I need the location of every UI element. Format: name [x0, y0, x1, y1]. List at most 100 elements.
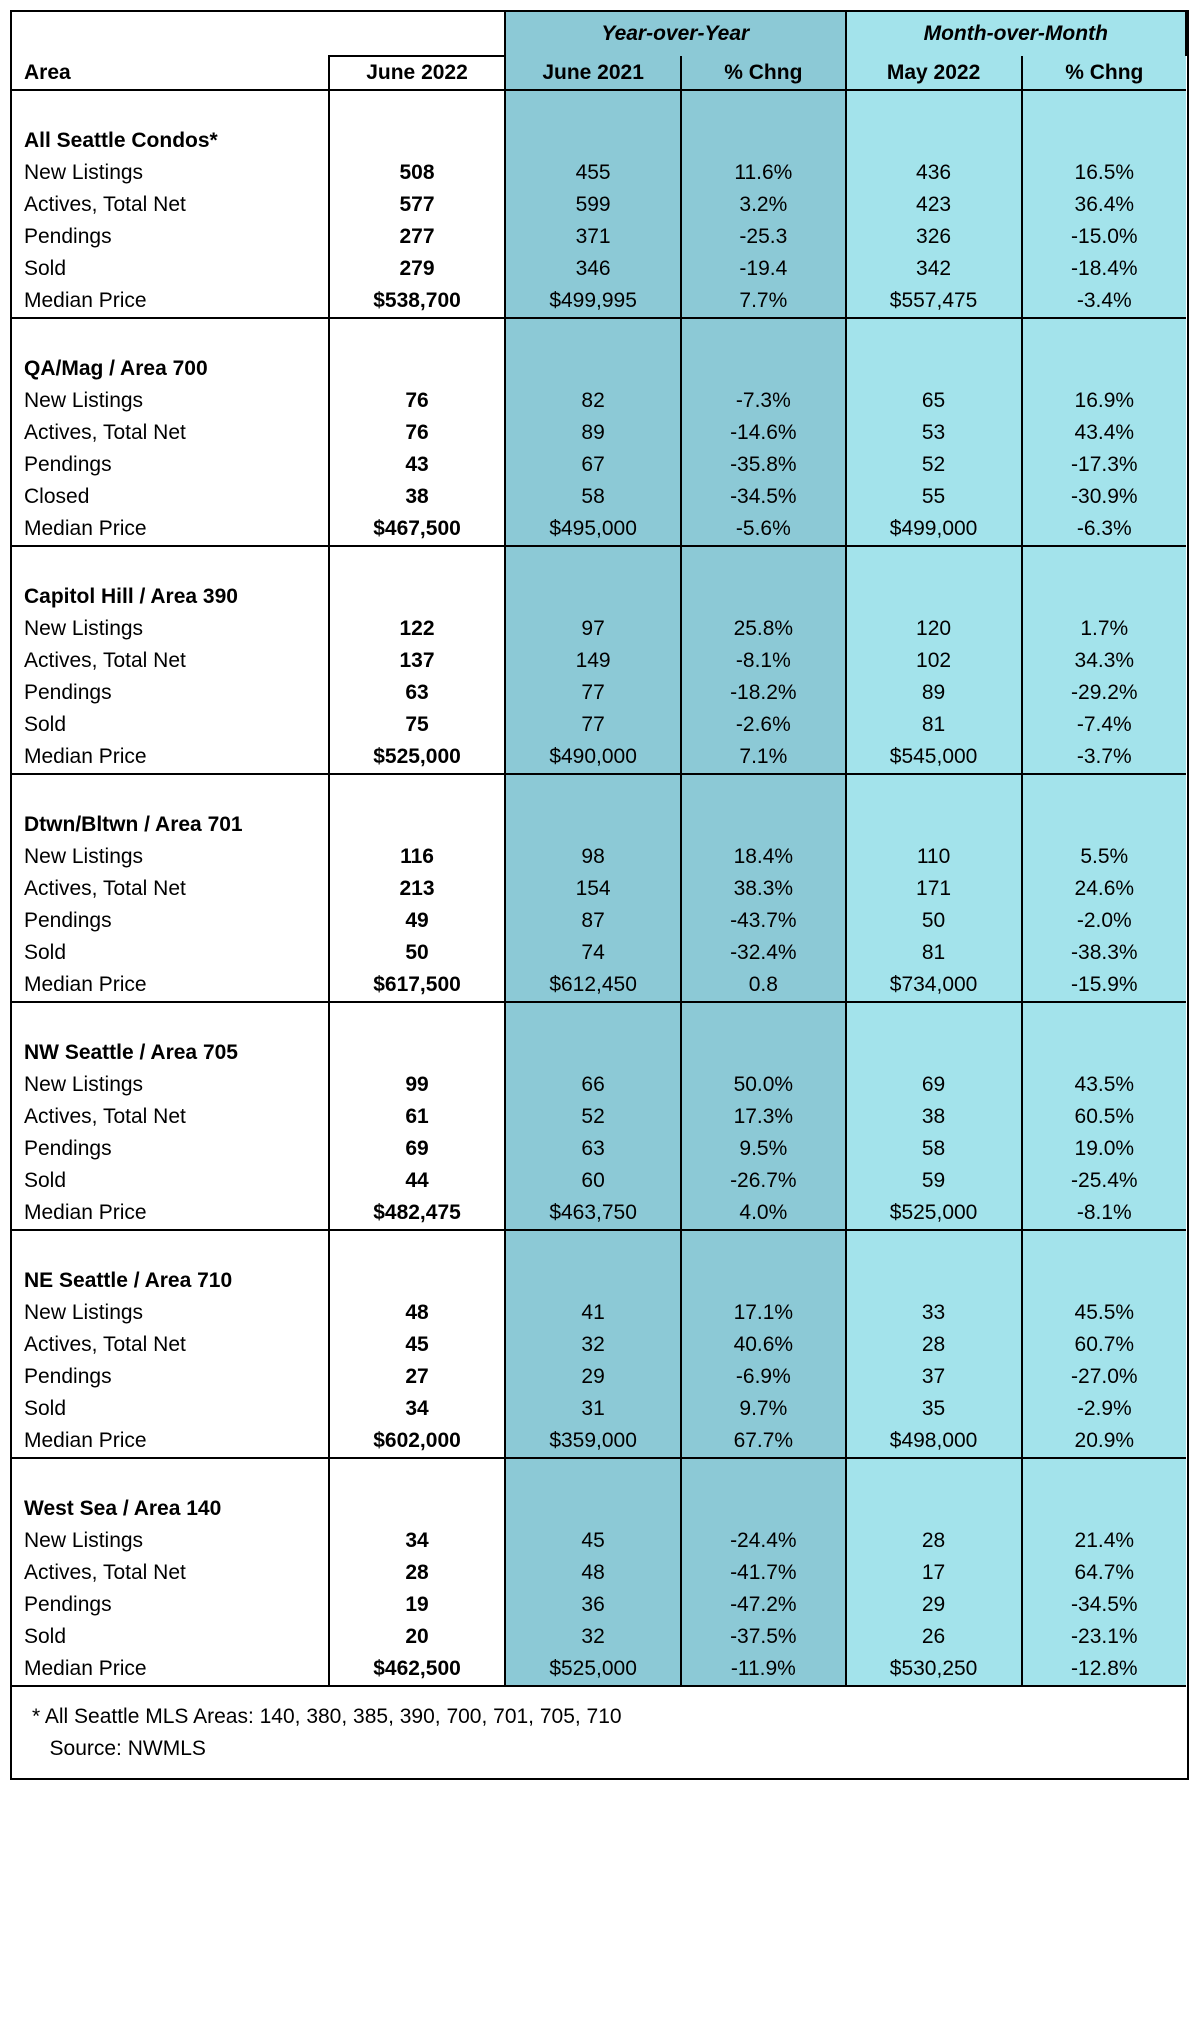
current-value: $462,500	[329, 1653, 505, 1686]
col-yoy-change: % Chng	[681, 56, 845, 90]
yoy-change: 7.1%	[681, 741, 845, 774]
current-value: 50	[329, 937, 505, 969]
mom-value: 81	[846, 709, 1022, 741]
metric-label: Sold	[12, 1393, 329, 1425]
mom-change: -15.9%	[1022, 969, 1186, 1002]
metric-label: New Listings	[12, 1525, 329, 1557]
data-row: New Listings484117.1%3345.5%	[12, 1297, 1186, 1329]
mom-change: -2.9%	[1022, 1393, 1186, 1425]
metric-label: Median Price	[12, 1197, 329, 1230]
header-columns-row: Area June 2022 June 2021 % Chng May 2022…	[12, 56, 1186, 90]
current-value: 69	[329, 1133, 505, 1165]
current-value: 63	[329, 677, 505, 709]
data-row: Pendings4987-43.7%50-2.0%	[12, 905, 1186, 937]
current-value: 34	[329, 1393, 505, 1425]
metric-label: Sold	[12, 709, 329, 741]
mom-value: 52	[846, 449, 1022, 481]
metric-label: Actives, Total Net	[12, 1101, 329, 1133]
mom-change: -8.1%	[1022, 1197, 1186, 1230]
yoy-value: $612,450	[505, 969, 681, 1002]
mom-change: 36.4%	[1022, 189, 1186, 221]
yoy-value: 87	[505, 905, 681, 937]
current-value: 508	[329, 157, 505, 189]
yoy-change: -11.9%	[681, 1653, 845, 1686]
current-value: 116	[329, 841, 505, 873]
current-value: 45	[329, 1329, 505, 1361]
mom-change: -3.7%	[1022, 741, 1186, 774]
yoy-value: 77	[505, 677, 681, 709]
metric-label: Median Price	[12, 285, 329, 318]
spacer-row	[12, 774, 1186, 809]
data-row: Actives, Total Net137149-8.1%10234.3%	[12, 645, 1186, 677]
current-value: $602,000	[329, 1425, 505, 1458]
yoy-change: 9.7%	[681, 1393, 845, 1425]
footnote-text: * All Seattle MLS Areas: 140, 380, 385, …	[12, 1686, 1186, 1778]
data-row: Median Price$482,475$463,7504.0%$525,000…	[12, 1197, 1186, 1230]
spacer-row	[12, 1230, 1186, 1265]
current-value: 122	[329, 613, 505, 645]
mom-change: -27.0%	[1022, 1361, 1186, 1393]
yoy-change: 25.8%	[681, 613, 845, 645]
mom-value: 436	[846, 157, 1022, 189]
header-group-row: Year-over-Year Month-over-Month	[12, 12, 1186, 56]
yoy-value: 41	[505, 1297, 681, 1329]
current-value: $467,500	[329, 513, 505, 546]
mom-value: $498,000	[846, 1425, 1022, 1458]
col-area: Area	[12, 56, 329, 90]
current-value: 76	[329, 385, 505, 417]
data-row: New Listings1169818.4%1105.5%	[12, 841, 1186, 873]
mom-value: $525,000	[846, 1197, 1022, 1230]
data-row: New Listings3445-24.4%2821.4%	[12, 1525, 1186, 1557]
mom-change: -6.3%	[1022, 513, 1186, 546]
mom-change: -34.5%	[1022, 1589, 1186, 1621]
section-title-row: NW Seattle / Area 705	[12, 1037, 1186, 1069]
current-value: 137	[329, 645, 505, 677]
yoy-change: 0.8	[681, 969, 845, 1002]
yoy-change: -8.1%	[681, 645, 845, 677]
data-row: Pendings277371-25.3326-15.0%	[12, 221, 1186, 253]
metric-label: Closed	[12, 481, 329, 513]
metric-label: Sold	[12, 937, 329, 969]
yoy-change: -24.4%	[681, 1525, 845, 1557]
section-title: Dtwn/Bltwn / Area 701	[12, 809, 329, 841]
data-row: Closed3858-34.5%55-30.9%	[12, 481, 1186, 513]
yoy-change: 67.7%	[681, 1425, 845, 1458]
mom-change: 60.5%	[1022, 1101, 1186, 1133]
yoy-value: $359,000	[505, 1425, 681, 1458]
spacer-row	[12, 1002, 1186, 1037]
mom-value: 38	[846, 1101, 1022, 1133]
data-row: Sold7577-2.6%81-7.4%	[12, 709, 1186, 741]
mom-value: $557,475	[846, 285, 1022, 318]
data-row: Median Price$525,000$490,0007.1%$545,000…	[12, 741, 1186, 774]
mom-change: 24.6%	[1022, 873, 1186, 905]
mom-value: 65	[846, 385, 1022, 417]
mom-value: 17	[846, 1557, 1022, 1589]
current-value: 99	[329, 1069, 505, 1101]
metric-label: Actives, Total Net	[12, 873, 329, 905]
col-mom-value: May 2022	[846, 56, 1022, 90]
yoy-value: 455	[505, 157, 681, 189]
mom-value: 120	[846, 613, 1022, 645]
data-row: Median Price$538,700$499,9957.7%$557,475…	[12, 285, 1186, 318]
yoy-change: -34.5%	[681, 481, 845, 513]
data-row: Actives, Total Net21315438.3%17124.6%	[12, 873, 1186, 905]
data-row: Pendings69639.5%5819.0%	[12, 1133, 1186, 1165]
mom-value: 69	[846, 1069, 1022, 1101]
mom-value: 53	[846, 417, 1022, 449]
section-title-row: NE Seattle / Area 710	[12, 1265, 1186, 1297]
mom-value: 423	[846, 189, 1022, 221]
current-value: 28	[329, 1557, 505, 1589]
mom-value: $545,000	[846, 741, 1022, 774]
metric-label: Pendings	[12, 677, 329, 709]
section-title: Capitol Hill / Area 390	[12, 581, 329, 613]
data-row: New Listings7682-7.3%6516.9%	[12, 385, 1186, 417]
data-row: Actives, Total Net2848-41.7%1764.7%	[12, 1557, 1186, 1589]
yoy-change: -2.6%	[681, 709, 845, 741]
yoy-value: 32	[505, 1621, 681, 1653]
section-title-row: QA/Mag / Area 700	[12, 353, 1186, 385]
metric-label: Sold	[12, 253, 329, 285]
yoy-value: 74	[505, 937, 681, 969]
mom-value: 171	[846, 873, 1022, 905]
mom-change: -7.4%	[1022, 709, 1186, 741]
yoy-value: 31	[505, 1393, 681, 1425]
